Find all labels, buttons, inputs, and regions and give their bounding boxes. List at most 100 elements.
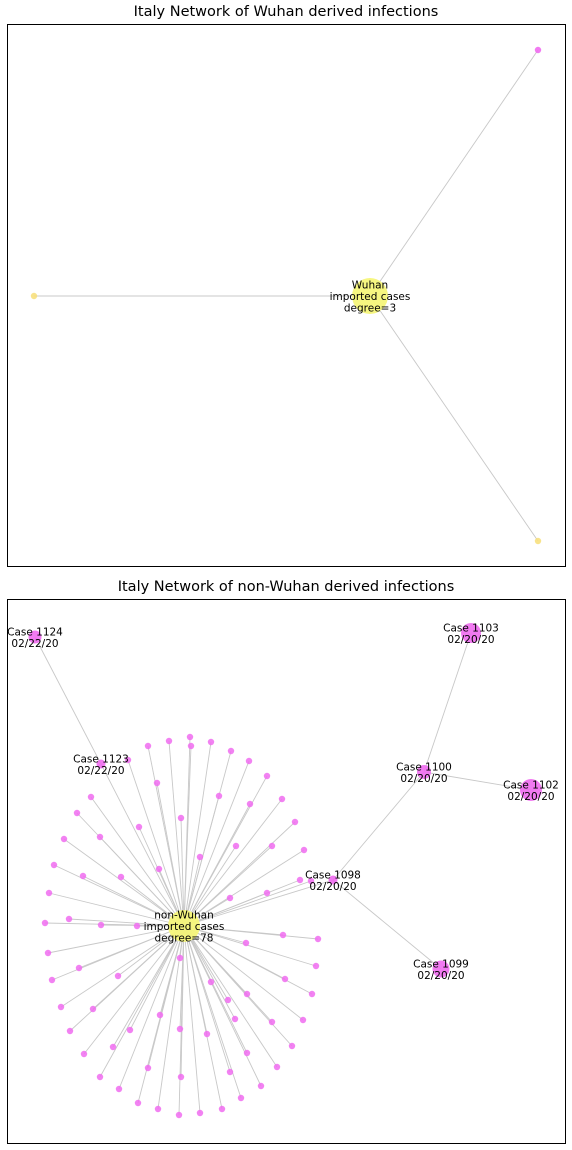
edge-hub-leaf-35	[90, 796, 185, 927]
edge-hub-leaf-64	[99, 836, 185, 927]
labels-non-wuhan: non-Wuhan imported cases degree=78 Case 112…	[7, 622, 559, 982]
leaf-node-20	[175, 1111, 183, 1119]
leaf-node-49	[242, 939, 250, 947]
label-case-1123-line: 02/22/20	[77, 765, 124, 777]
edge-hub-leaf-62	[78, 925, 185, 969]
leaf-node-17	[237, 1094, 245, 1102]
edge-hub-leaf-76	[112, 925, 185, 1048]
leaf-node-68	[153, 779, 161, 787]
hub-label-non-wuhan-line: degree=78	[155, 933, 214, 945]
edge-hub-leaf-69	[180, 817, 185, 927]
leaf-node-29	[44, 949, 52, 957]
leaf-node-0	[165, 737, 173, 745]
leaf-node-8	[300, 846, 308, 854]
edge-case-1123-non-wuhan	[100, 763, 185, 927]
leaf-node-47	[268, 1018, 276, 1026]
leaf-node-71	[133, 922, 141, 930]
edge-case-1100-case-1103	[423, 632, 472, 773]
leaf-node-46	[281, 975, 289, 983]
leaf-node-51	[243, 1049, 251, 1057]
leaf-node-60	[114, 972, 122, 980]
edge-case-1124-case-1123	[34, 636, 102, 765]
leaf-node-69	[177, 814, 185, 822]
leaf-node-13	[299, 1016, 307, 1024]
edge-hub-leaf-54	[183, 925, 208, 1035]
leaf-node-5	[263, 772, 271, 780]
edge-hub-leaf-31	[48, 892, 185, 927]
leaf-node-w-leaf-left	[30, 292, 38, 300]
edge-hub-leaf-52	[183, 925, 231, 1073]
edge-hub-leaf-15	[183, 925, 278, 1068]
leaf-node-19	[196, 1109, 204, 1117]
node-case-1100	[417, 765, 431, 779]
edge-case-1100-case-1102	[423, 771, 532, 791]
edge-hub-leaf-0	[168, 740, 185, 927]
label-case-1124: Case 1124 02/22/20	[7, 626, 63, 650]
frame-wuhan	[7, 24, 566, 567]
leaf-node-w-leaf-top-right	[534, 46, 542, 54]
leaf-node-62	[75, 964, 83, 972]
edge-w-leaf-bottom-right	[369, 295, 539, 542]
node-case-1102	[520, 779, 542, 801]
edge-hub-leaf-63	[82, 875, 185, 927]
node-case-1098	[328, 875, 338, 885]
edge-non-wuhan-case-1098	[183, 879, 334, 927]
label-case-1103-line: 02/20/20	[447, 634, 494, 646]
leaf-node-1	[186, 733, 194, 741]
edge-hub-leaf-36	[127, 759, 185, 927]
edge-hub-leaf-46	[183, 925, 286, 980]
leaf-node-37	[144, 742, 152, 750]
edge-hub-leaf-6	[183, 798, 283, 927]
hub-label-wuhan-line: degree=3	[344, 303, 396, 315]
hub-label-wuhan-line: Wuhan	[352, 280, 388, 292]
edge-hub-leaf-23	[118, 925, 185, 1090]
edge-hub-leaf-39	[183, 795, 220, 927]
leaf-node-33	[60, 835, 68, 843]
nodes-wuhan	[30, 46, 542, 545]
node-case-1124	[28, 630, 42, 644]
leaf-node-28	[48, 976, 56, 984]
leaf-node-11	[312, 962, 320, 970]
label-case-1103: Case 1103 02/20/20	[443, 622, 499, 646]
nodes-non-wuhan	[28, 623, 542, 1119]
edge-hub-leaf-61	[92, 925, 185, 1010]
leaf-node-3	[227, 747, 235, 755]
leaf-node-48	[243, 990, 251, 998]
edges-wuhan	[34, 49, 539, 542]
node-case-1123	[96, 759, 106, 769]
edge-hub-leaf-72	[68, 918, 185, 927]
label-case-1123: Case 1123 02/22/20	[73, 753, 129, 777]
hub-label-wuhan: Wuhan imported cases degree=3	[330, 280, 411, 315]
leaf-node-12	[308, 990, 316, 998]
leaf-node-21	[154, 1105, 162, 1113]
leaf-node-38	[187, 742, 195, 750]
leaf-node-54	[203, 1030, 211, 1038]
leaf-node-65	[97, 921, 105, 929]
leaf-node-58	[144, 1064, 152, 1072]
hub-label-wuhan-line: imported cases	[330, 291, 411, 303]
leaf-node-64	[96, 833, 104, 841]
leaf-node-41	[232, 842, 240, 850]
leaf-node-10	[314, 935, 322, 943]
edge-case-1098-case-1100	[332, 771, 425, 881]
panel-title-wuhan: Italy Network of Wuhan derived infection…	[133, 4, 439, 20]
leaf-node-66	[117, 873, 125, 881]
leaf-node-26	[66, 1027, 74, 1035]
hub-node-non-wuhan	[168, 910, 200, 942]
hub-label-non-wuhan-line: imported cases	[144, 921, 225, 933]
edge-hub-leaf-33	[63, 838, 185, 927]
leaf-node-76	[109, 1043, 117, 1051]
leaf-node-44	[263, 889, 271, 897]
label-case-1100: Case 1100 02/20/20	[396, 761, 452, 785]
label-case-1099-line: 02/20/20	[417, 970, 464, 982]
edge-case-1098-case-1099	[332, 879, 442, 970]
label-case-1102-line: 02/20/20	[507, 791, 554, 803]
leaf-node-67	[135, 823, 143, 831]
leaf-node-23	[115, 1085, 123, 1093]
leaf-node-70	[155, 865, 163, 873]
edge-hub-leaf-13	[183, 925, 304, 1021]
label-case-1100-line: Case 1100	[396, 761, 452, 773]
label-case-1098-line: 02/20/20	[309, 881, 356, 893]
leaf-node-7	[291, 818, 299, 826]
